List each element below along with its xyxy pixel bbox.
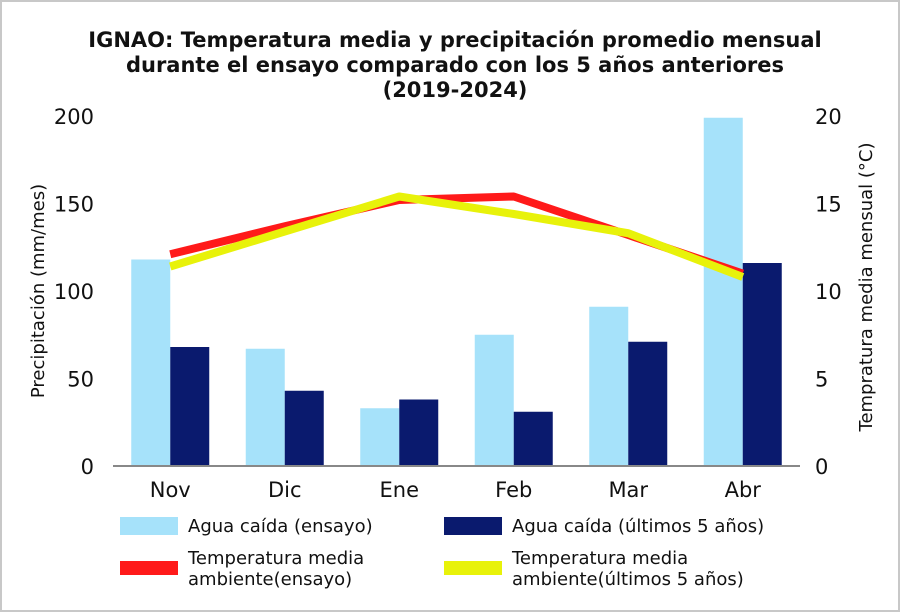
legend-label: Agua caída (ensayo) <box>188 516 373 537</box>
legend-label-line-2: ambiente(últimos 5 años) <box>512 569 744 590</box>
x-axis-ticks: Nov Dic Ene Feb Mar Abr <box>150 478 762 502</box>
line-series <box>169 192 745 281</box>
left-axis-tick-label: 150 <box>54 193 94 217</box>
legend-item: Agua caída (últimos 5 años) <box>444 516 764 537</box>
left-axis-tick-label: 0 <box>81 455 94 479</box>
right-axis-tick-label: 15 <box>815 193 842 217</box>
temperature-line-ultimos-5-anos <box>169 192 745 281</box>
chart-title-line-1: IGNAO: Temperatura media y precipitación… <box>88 28 821 52</box>
legend-item: Agua caída (ensayo) <box>120 516 373 537</box>
legend-label: Agua caída (últimos 5 años) <box>512 516 764 537</box>
left-axis-tick-label: 200 <box>54 105 94 129</box>
bar-ultimos-5-anos-mar <box>628 341 668 466</box>
legend-swatch <box>444 561 502 575</box>
right-axis-title: Tempratura media mensual (°C) <box>856 143 877 433</box>
legend-label-line-2: ambiente(ensayo) <box>188 569 352 590</box>
left-axis-tick-label: 100 <box>54 280 94 304</box>
right-axis-tick-label: 5 <box>815 368 828 392</box>
bar-ensayo-ene <box>360 408 400 466</box>
bar-ensayo-mar <box>589 306 629 466</box>
x-axis-tick-label: Nov <box>150 478 191 502</box>
x-axis-tick-label: Dic <box>268 478 302 502</box>
legend-swatch <box>120 561 178 575</box>
left-axis-tick-label: 50 <box>67 368 94 392</box>
chart-title-line-2: durante el ensayo comparado con los 5 añ… <box>126 53 784 77</box>
x-axis-tick-label: Mar <box>608 478 648 502</box>
bar-ultimos-5-anos-abr <box>742 263 782 466</box>
legend: Agua caída (ensayo) Agua caída (últimos 5… <box>120 516 764 590</box>
right-axis-tick-label: 10 <box>815 280 842 304</box>
right-axis-tick-label: 0 <box>815 455 828 479</box>
legend-label-line-1: Temperatura media <box>511 548 688 569</box>
x-axis-tick-label: Abr <box>725 478 762 502</box>
legend-label-line-1: Temperatura media <box>187 548 364 569</box>
right-axis-tick-label: 20 <box>815 105 842 129</box>
legend-swatch <box>444 517 502 535</box>
left-axis-title: Precipitación (mm/mes) <box>28 184 49 398</box>
bar-ensayo-feb <box>474 334 514 466</box>
x-axis-tick-label: Feb <box>495 478 532 502</box>
bar-ultimos-5-anos-dic <box>284 390 324 466</box>
bar-ultimos-5-anos-ene <box>399 399 439 466</box>
left-y-axis: 0 50 100 150 200 <box>54 105 94 479</box>
chart-title: IGNAO: Temperatura media y precipitación… <box>88 28 821 102</box>
chart-title-line-3: (2019-2024) <box>383 78 528 102</box>
bar-series <box>131 117 782 466</box>
bar-ultimos-5-anos-feb <box>513 411 553 466</box>
bar-ensayo-dic <box>245 348 285 466</box>
x-axis-tick-label: Ene <box>380 478 420 502</box>
bar-ultimos-5-anos-nov <box>170 347 210 466</box>
bar-ensayo-abr <box>703 117 743 466</box>
legend-swatch <box>120 517 178 535</box>
right-y-axis: 0 5 10 15 20 <box>815 105 842 479</box>
bar-ensayo-nov <box>131 259 171 466</box>
